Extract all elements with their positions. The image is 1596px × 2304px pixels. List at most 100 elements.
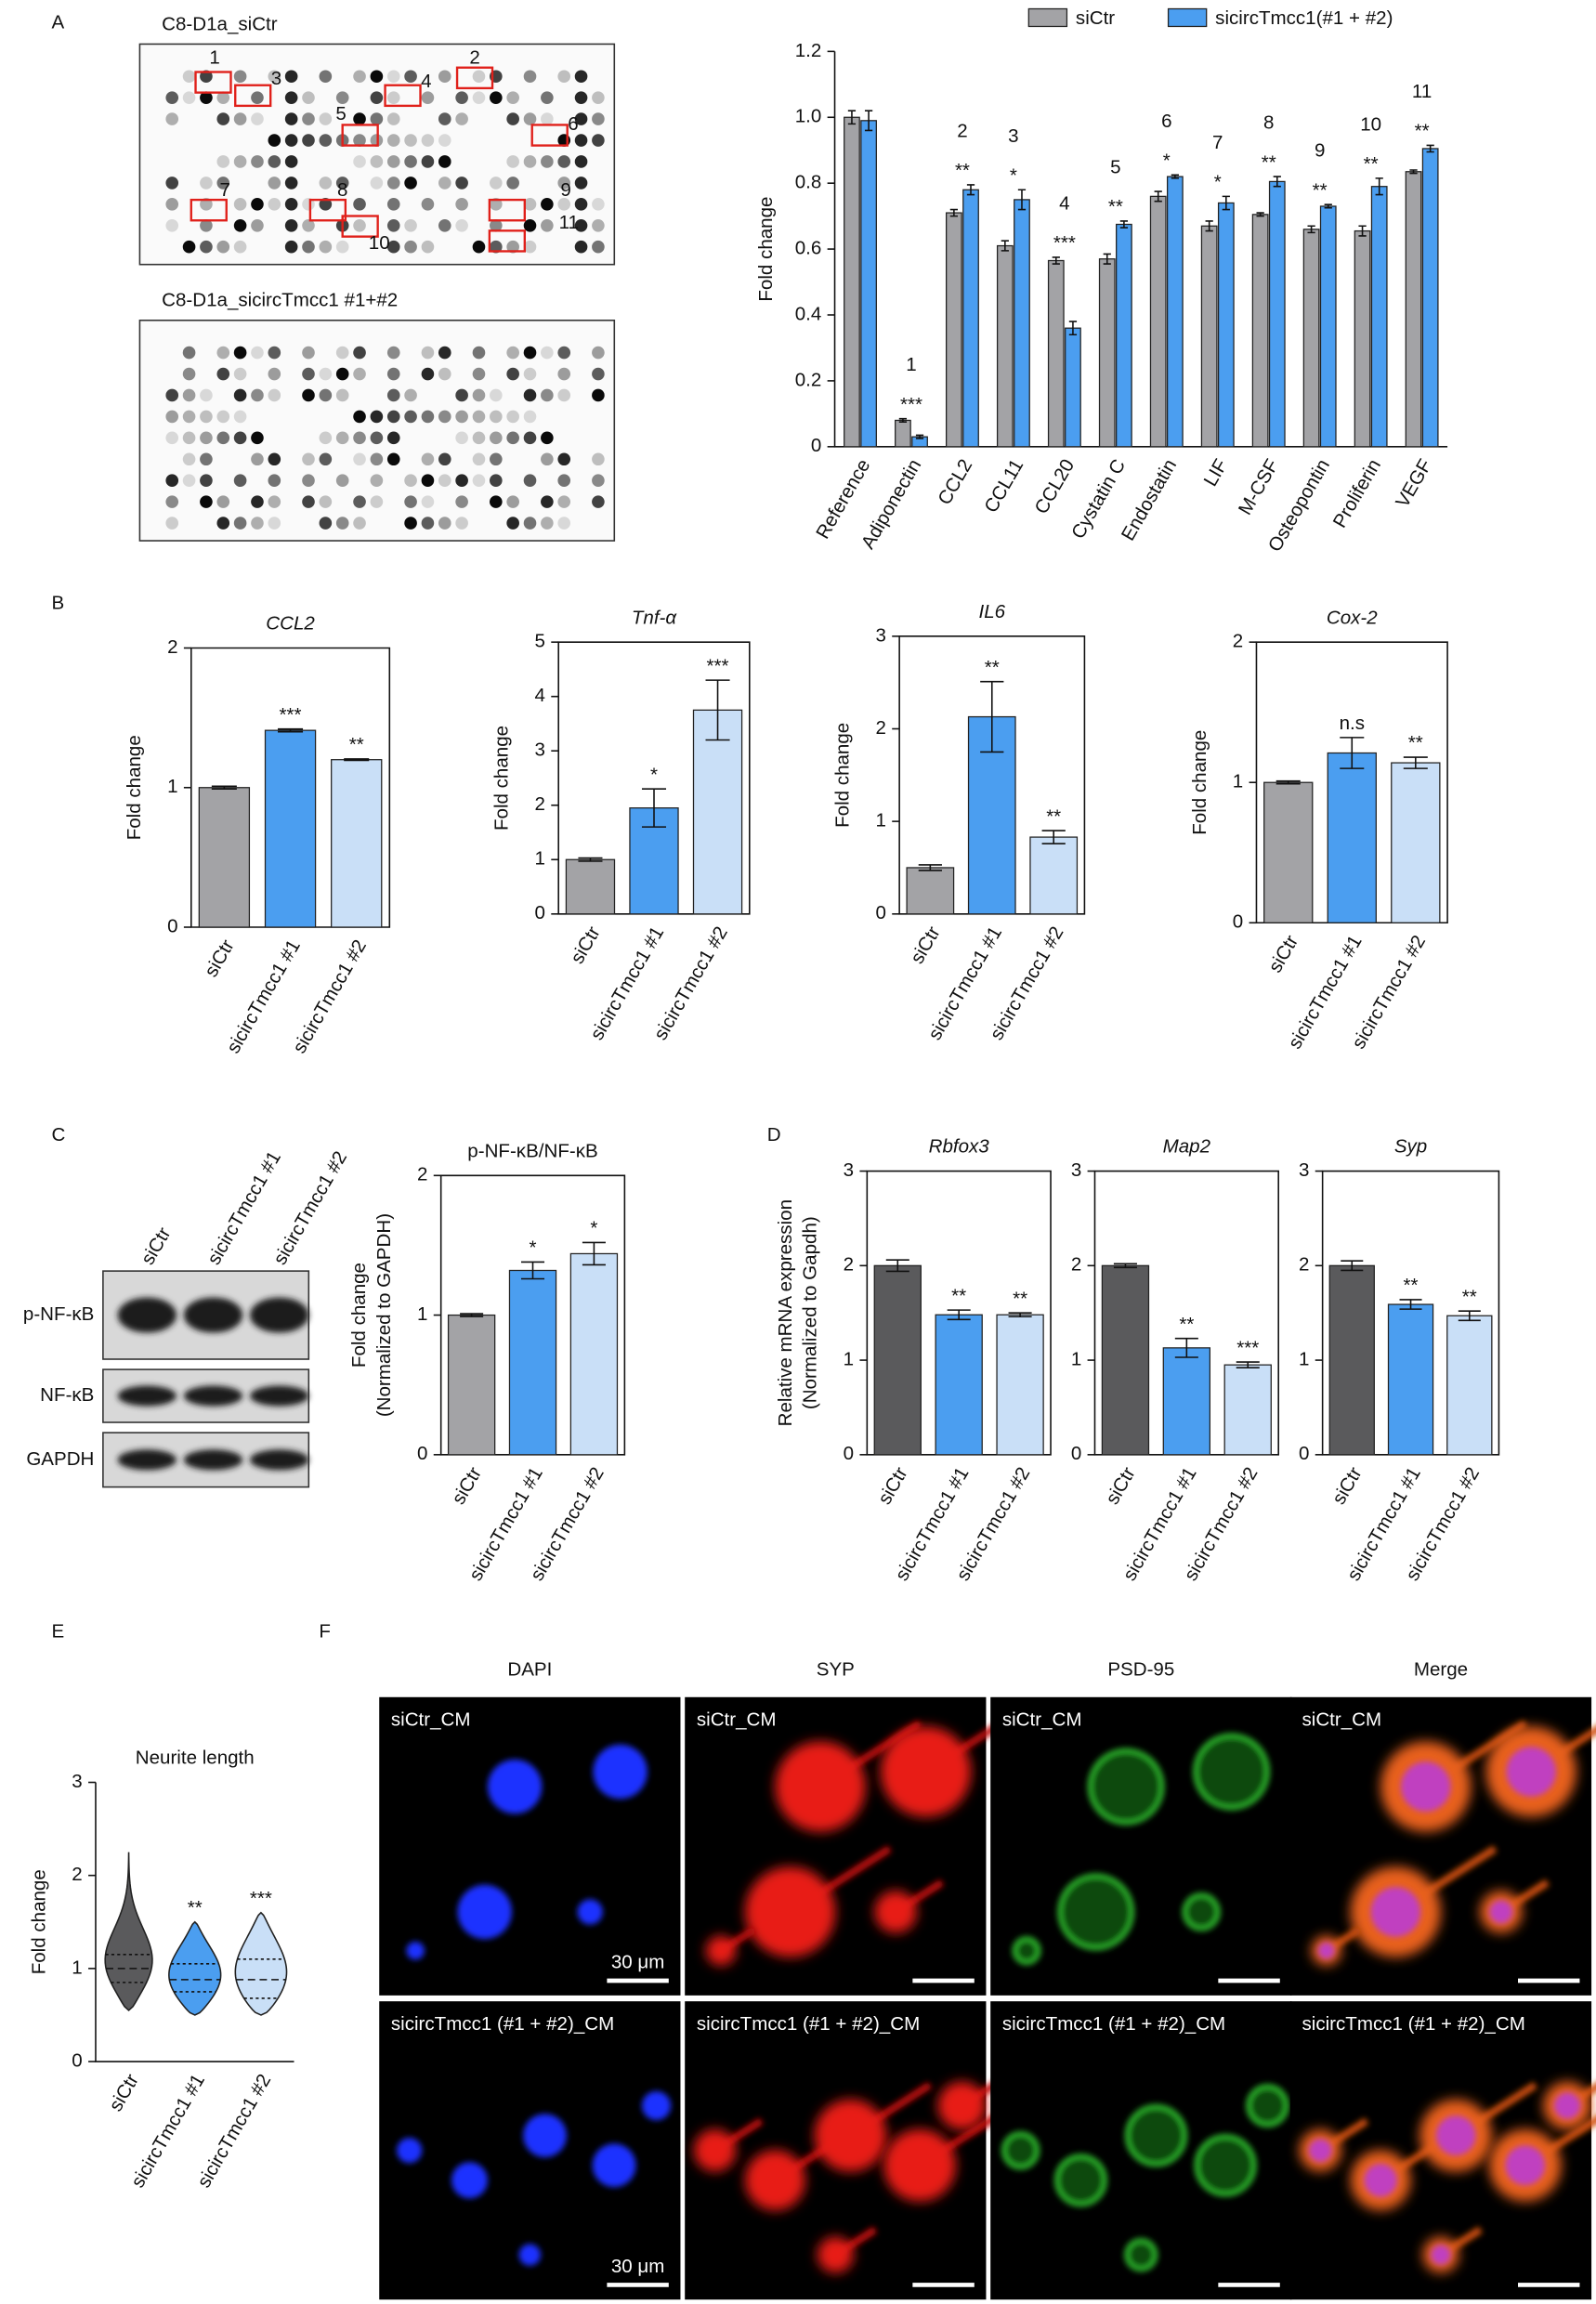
spot-label: 6: [568, 113, 578, 135]
significance: **: [985, 657, 1000, 678]
error-bar: [211, 785, 237, 791]
error-bar: [966, 184, 975, 196]
array-spot: [165, 410, 179, 424]
array-spot: [319, 70, 333, 84]
cell-body: [1124, 2238, 1158, 2272]
blot-band: [117, 1385, 177, 1407]
y-axis-label: Fold change: [831, 723, 853, 828]
blot-band: [250, 1449, 309, 1471]
spot-number: 1: [906, 354, 916, 375]
bar: [1391, 762, 1441, 923]
panel-letter: C: [52, 1124, 66, 1145]
spot-label: 2: [469, 47, 479, 69]
error-bar: [1222, 195, 1230, 211]
array-spot: [523, 155, 537, 168]
nucleus: [1505, 2145, 1546, 2186]
array-spot: [165, 474, 179, 487]
x-tick-label: siCtr: [874, 1463, 912, 1508]
array-spot: [523, 218, 537, 232]
error-bar: [1307, 225, 1315, 234]
array-spot: [386, 410, 400, 424]
spot-label: 7: [219, 179, 229, 201]
array-spot: [200, 431, 213, 445]
significance: **: [1046, 805, 1061, 827]
array-spot: [370, 431, 384, 445]
nucleus: [518, 2244, 542, 2266]
array-spot: [353, 517, 366, 530]
array-spot: [284, 112, 298, 125]
array-spot: [490, 388, 503, 402]
significance: **: [1415, 121, 1430, 142]
x-tick-label: siCtr: [567, 923, 605, 967]
bar: [1370, 186, 1388, 448]
array-spot: [353, 112, 366, 125]
spot-label: 11: [559, 212, 579, 233]
error-bar: [1052, 256, 1060, 265]
y-tick-label: 1: [1071, 1349, 1081, 1370]
axis-frame: [1255, 641, 1448, 924]
array-spot: [251, 155, 264, 168]
spot-number: 5: [1110, 156, 1120, 177]
array-spot: [421, 495, 435, 508]
array-spot: [233, 388, 247, 402]
array-spot: [302, 367, 315, 381]
array-spot: [386, 346, 400, 360]
y-axis-label: Fold change: [124, 735, 145, 840]
y-tick-label: 1: [535, 848, 545, 870]
nucleus: [1370, 1887, 1421, 1937]
array-spot: [523, 474, 537, 487]
array-spot: [200, 474, 213, 487]
array-spot: [370, 452, 384, 466]
axis-frame: [190, 647, 391, 928]
error-bar: [460, 1313, 484, 1317]
bar: [996, 244, 1014, 448]
array-spot: [386, 198, 400, 211]
error-bar: [915, 434, 924, 439]
array-spot: [353, 410, 366, 424]
array-spot: [541, 91, 554, 104]
bar: [935, 1314, 983, 1456]
array-spot: [438, 155, 451, 168]
lane-label: siCtr: [137, 1224, 175, 1268]
array-spot: [200, 177, 213, 190]
chart-title: IL6: [978, 601, 1005, 622]
nucleus: [592, 2143, 636, 2188]
array-spot: [541, 346, 554, 360]
array-spot: [472, 431, 486, 445]
array-spot: [353, 495, 366, 508]
array-spot: [319, 452, 333, 466]
array-spot: [200, 388, 213, 402]
array-spot: [404, 410, 417, 424]
array-spot: [490, 91, 503, 104]
axis-frame: [95, 1782, 294, 2062]
nucleus: [406, 1941, 425, 1960]
error-bar: [641, 788, 667, 828]
highlight-box: [194, 71, 232, 94]
spot-label: 4: [421, 71, 431, 92]
highlight-box: [488, 229, 527, 253]
bar: [1101, 1264, 1150, 1456]
array-spot: [574, 91, 588, 104]
array-spot: [335, 177, 349, 190]
array-spot: [353, 155, 366, 168]
array-spot: [182, 410, 196, 424]
array-spot: [216, 91, 230, 104]
spot-number: 9: [1315, 140, 1325, 162]
significance: ***: [707, 655, 729, 676]
array-spot: [592, 112, 605, 125]
array-spot: [455, 474, 468, 487]
column-header: Merge: [1414, 1659, 1468, 1681]
array-spot: [490, 218, 503, 232]
nucleus: [593, 1744, 648, 1800]
array-spot: [251, 346, 264, 360]
spot-number: 2: [957, 120, 967, 141]
array-spot: [284, 155, 298, 168]
array-spot: [216, 410, 230, 424]
cell-body: [1182, 1892, 1221, 1931]
array-spot: [557, 155, 571, 168]
array-spot: [335, 240, 349, 254]
blot-band: [117, 1297, 177, 1333]
nucleus: [641, 2090, 672, 2121]
array-spot: [319, 240, 333, 254]
array-spot: [302, 474, 315, 487]
